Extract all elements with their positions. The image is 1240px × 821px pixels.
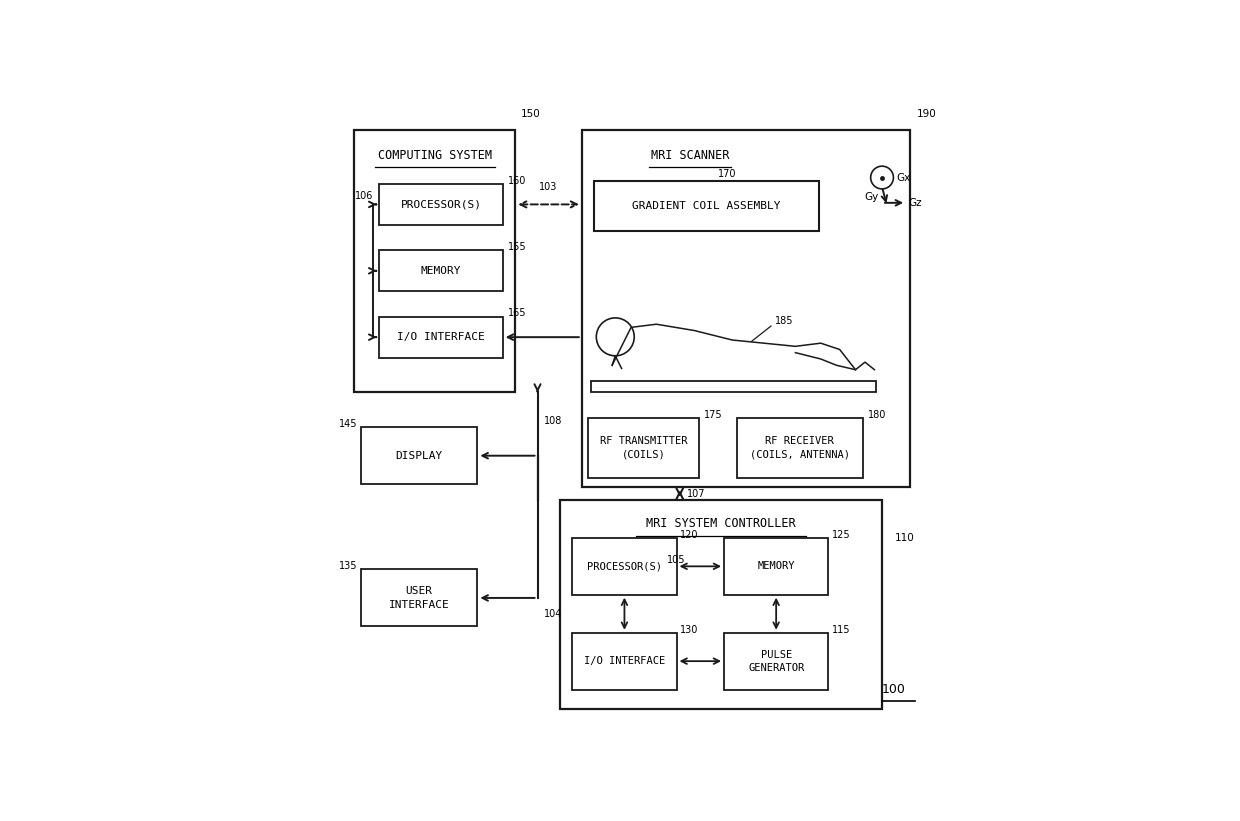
Text: 120: 120 <box>681 530 699 540</box>
Text: 100: 100 <box>882 683 906 696</box>
Text: GRADIENT COIL ASSEMBLY: GRADIENT COIL ASSEMBLY <box>632 201 781 211</box>
Bar <box>361 427 477 484</box>
Bar <box>559 500 882 709</box>
Text: 107: 107 <box>687 488 706 498</box>
Bar <box>591 381 875 392</box>
Text: 170: 170 <box>718 169 737 179</box>
Bar <box>355 130 516 392</box>
Text: 135: 135 <box>339 562 357 571</box>
Text: 175: 175 <box>704 410 723 420</box>
Text: I/O INTERFACE: I/O INTERFACE <box>397 333 485 342</box>
Text: PULSE
GENERATOR: PULSE GENERATOR <box>748 649 805 672</box>
Text: I/O INTERFACE: I/O INTERFACE <box>584 656 665 666</box>
Text: 145: 145 <box>339 419 357 429</box>
Text: 160: 160 <box>508 176 526 186</box>
Text: PROCESSOR(S): PROCESSOR(S) <box>587 562 662 571</box>
Text: DISPLAY: DISPLAY <box>396 451 443 461</box>
Bar <box>582 130 910 488</box>
Text: Gx: Gx <box>897 172 910 182</box>
Bar <box>594 181 818 232</box>
Text: MRI SYSTEM CONTROLLER: MRI SYSTEM CONTROLLER <box>646 517 796 530</box>
Text: 103: 103 <box>539 181 558 192</box>
Bar <box>573 633 677 690</box>
Text: 115: 115 <box>832 625 851 635</box>
Text: 104: 104 <box>544 608 562 619</box>
Text: 150: 150 <box>521 109 541 119</box>
Bar <box>379 250 502 291</box>
Text: 108: 108 <box>544 416 562 426</box>
Bar <box>361 570 477 626</box>
Text: MRI SCANNER: MRI SCANNER <box>651 149 729 162</box>
Bar <box>737 418 863 478</box>
Text: 155: 155 <box>508 242 527 252</box>
Text: 185: 185 <box>775 316 794 326</box>
Text: 180: 180 <box>868 410 887 420</box>
Text: 165: 165 <box>508 309 526 319</box>
Text: RF RECEIVER
(COILS, ANTENNA): RF RECEIVER (COILS, ANTENNA) <box>750 436 849 460</box>
Text: 105: 105 <box>667 555 686 565</box>
Text: PROCESSOR(S): PROCESSOR(S) <box>401 200 481 209</box>
Bar <box>724 633 828 690</box>
Text: 190: 190 <box>916 109 936 119</box>
Text: 130: 130 <box>681 625 699 635</box>
Text: MEMORY: MEMORY <box>758 562 795 571</box>
Text: USER
INTERFACE: USER INTERFACE <box>388 586 449 609</box>
Text: MEMORY: MEMORY <box>420 266 461 276</box>
Text: 110: 110 <box>895 533 914 543</box>
Text: COMPUTING SYSTEM: COMPUTING SYSTEM <box>378 149 492 162</box>
Bar <box>588 418 698 478</box>
Bar <box>379 317 502 358</box>
Text: RF TRANSMITTER
(COILS): RF TRANSMITTER (COILS) <box>600 436 687 460</box>
Text: Gz: Gz <box>909 198 923 208</box>
Bar <box>724 538 828 594</box>
Text: 125: 125 <box>832 530 851 540</box>
Text: Gy: Gy <box>864 191 879 201</box>
Text: 106: 106 <box>356 191 373 201</box>
Bar <box>379 184 502 225</box>
Bar <box>573 538 677 594</box>
